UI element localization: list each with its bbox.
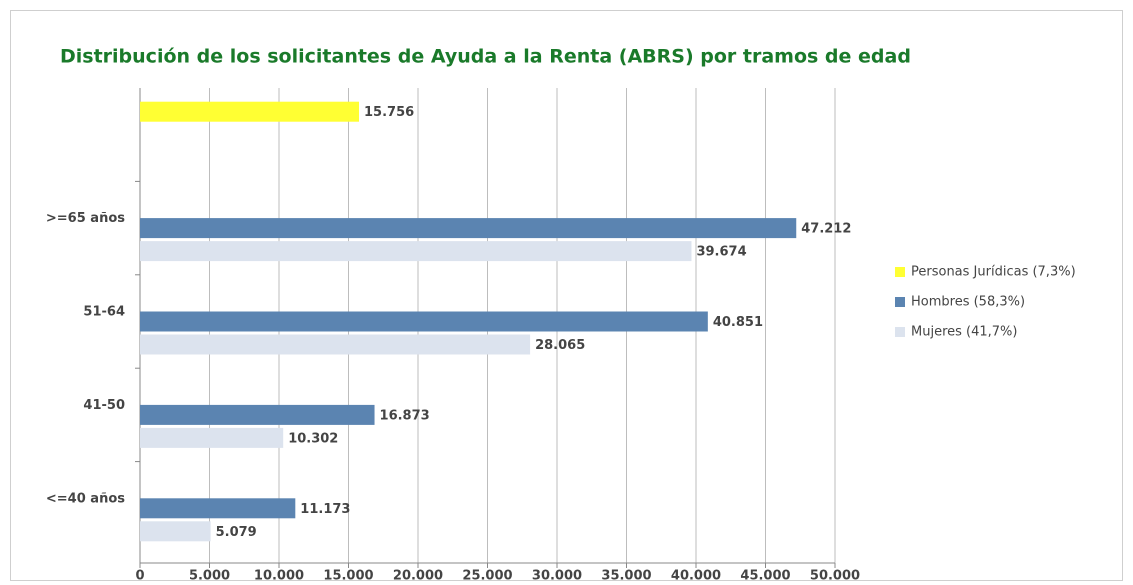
legend-swatch bbox=[895, 267, 905, 277]
bar bbox=[140, 498, 296, 519]
data-label: 47.212 bbox=[801, 222, 851, 237]
x-tick-label: 15.000 bbox=[323, 569, 373, 584]
y-tick-label: 51-64 bbox=[83, 305, 125, 320]
data-label: 40.851 bbox=[713, 315, 763, 330]
x-tick-label: 5.000 bbox=[189, 569, 230, 584]
legend-label: Personas Jurídicas (7,3%) bbox=[911, 265, 1076, 280]
bar bbox=[140, 101, 360, 122]
bar bbox=[140, 427, 284, 448]
data-label: 28.065 bbox=[535, 338, 585, 353]
legend-swatch bbox=[895, 297, 905, 307]
legend-label: Hombres (58,3%) bbox=[911, 295, 1025, 310]
x-tick-label: 20.000 bbox=[393, 569, 443, 584]
y-tick-label: 41-50 bbox=[83, 398, 125, 413]
bar bbox=[140, 404, 375, 425]
x-tick-label: 10.000 bbox=[254, 569, 304, 584]
data-label: 5.079 bbox=[216, 525, 257, 540]
bar bbox=[140, 521, 211, 542]
x-tick-label: 35.000 bbox=[601, 569, 651, 584]
data-label: 16.873 bbox=[380, 408, 430, 423]
legend-label: Mujeres (41,7%) bbox=[911, 325, 1017, 340]
legend-swatch bbox=[895, 327, 905, 337]
data-label: 15.756 bbox=[364, 105, 414, 120]
data-label: 39.674 bbox=[696, 245, 746, 260]
data-label: 10.302 bbox=[288, 431, 338, 446]
chart-title: Distribución de los solicitantes de Ayud… bbox=[60, 46, 911, 68]
y-tick-label: <=40 años bbox=[46, 491, 125, 506]
bar bbox=[140, 241, 692, 262]
bar bbox=[140, 311, 708, 332]
y-tick-label: >=65 años bbox=[46, 211, 125, 226]
x-tick-label: 50.000 bbox=[810, 569, 860, 584]
data-label: 11.173 bbox=[300, 502, 350, 517]
x-tick-label: 45.000 bbox=[740, 569, 790, 584]
bar bbox=[140, 334, 531, 355]
frame bbox=[10, 10, 1123, 581]
bar bbox=[140, 218, 797, 239]
x-tick-label: 25.000 bbox=[462, 569, 512, 584]
x-tick-label: 30.000 bbox=[532, 569, 582, 584]
x-tick-label: 0 bbox=[135, 569, 144, 584]
x-tick-label: 40.000 bbox=[671, 569, 721, 584]
